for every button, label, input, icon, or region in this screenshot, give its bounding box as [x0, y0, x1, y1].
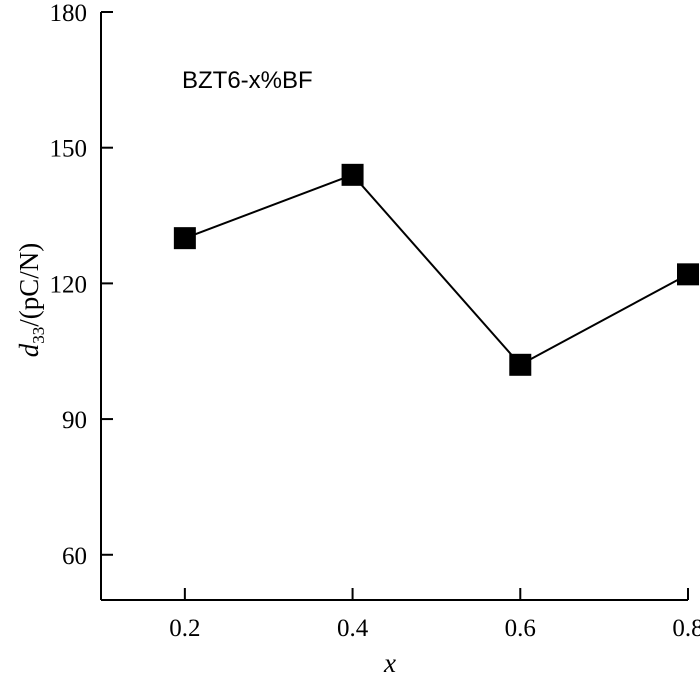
x-tick-label: 0.6 [505, 615, 536, 642]
y-axis-title: d33/(pC/N) [14, 243, 48, 358]
y-axis-symbol: d [14, 343, 44, 357]
x-ticks: 0.2 0.4 0.6 0.8 [169, 588, 700, 642]
axes [100, 12, 688, 601]
x-tick-label: 0.8 [672, 615, 700, 642]
data-point-marker [509, 353, 532, 376]
data-point-marker [341, 163, 364, 186]
y-axis-subscript: 33 [29, 327, 48, 344]
series-layer [173, 163, 699, 376]
y-tick-label: 90 [62, 407, 87, 434]
y-axis-unit: /(pC/N) [14, 243, 44, 327]
chart-annotation: BZT6-x%BF [182, 67, 313, 94]
y-tick-label: 150 [50, 136, 88, 163]
y-tick-label: 60 [62, 543, 87, 570]
y-ticks: 60 90 120 150 180 [50, 0, 113, 570]
series-line [184, 173, 689, 367]
x-tick-label: 0.2 [169, 615, 200, 642]
data-point-marker [173, 227, 196, 250]
y-tick-label: 180 [50, 0, 88, 27]
data-point-marker [677, 263, 699, 286]
y-tick-label: 120 [50, 271, 88, 298]
x-tick-label: 0.4 [337, 615, 369, 642]
x-axis-title: x [383, 648, 396, 677]
